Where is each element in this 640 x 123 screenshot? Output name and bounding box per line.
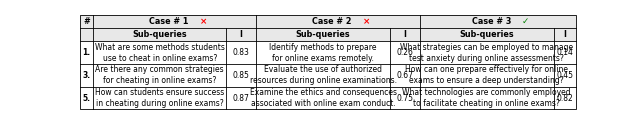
Text: 5.: 5. [83, 94, 91, 103]
Text: 0.85: 0.85 [233, 71, 250, 80]
Bar [80, 41, 576, 109]
Text: 3.: 3. [83, 71, 91, 80]
Text: Case # 2: Case # 2 [312, 17, 352, 26]
Text: 0.26: 0.26 [396, 48, 413, 57]
Text: 0.45: 0.45 [556, 71, 573, 80]
Text: 0.75: 0.75 [396, 94, 413, 103]
Text: 0.87: 0.87 [233, 94, 250, 103]
Text: 1.: 1. [83, 48, 91, 57]
Text: #: # [83, 17, 90, 26]
Bar [256, 15, 420, 29]
Bar [420, 15, 576, 29]
Text: How can one prepare effectively for online
exams to ensure a deep understanding?: How can one prepare effectively for onli… [405, 65, 568, 85]
Text: Evaluate the use of authorized
resources during online examinations.: Evaluate the use of authorized resources… [250, 65, 397, 85]
Text: ×: × [200, 17, 207, 26]
Text: 0.83: 0.83 [233, 48, 250, 57]
Text: I: I [403, 30, 406, 39]
Text: I: I [240, 30, 243, 39]
Text: Examine the ethics and consequences
associated with online exam conduct.: Examine the ethics and consequences asso… [250, 88, 397, 108]
Text: 0.67: 0.67 [396, 71, 413, 80]
Text: Identify methods to prepare
for online exams remotely.: Identify methods to prepare for online e… [269, 43, 377, 63]
Text: Are there any common strategies
for cheating in online exams?: Are there any common strategies for chea… [95, 65, 224, 85]
Text: What technologies are commonly employed
to facilitate cheating in online exams?: What technologies are commonly employed … [403, 88, 571, 108]
Text: 0.82: 0.82 [556, 94, 573, 103]
Text: 0.14: 0.14 [556, 48, 573, 57]
Text: ×: × [363, 17, 371, 26]
Text: Sub-queries: Sub-queries [132, 30, 187, 39]
Text: Case # 3: Case # 3 [472, 17, 511, 26]
Text: Sub-queries: Sub-queries [460, 30, 514, 39]
Text: What are some methods students
use to cheat in online exams?: What are some methods students use to ch… [95, 43, 225, 63]
Bar [80, 15, 256, 29]
Text: I: I [563, 30, 566, 39]
Text: Sub-queries: Sub-queries [296, 30, 350, 39]
Text: What strategies can be employed to manage
test anxiety during online assessments: What strategies can be employed to manag… [400, 43, 573, 63]
Text: ✓: ✓ [522, 17, 529, 26]
Bar [80, 29, 576, 41]
Text: How can students ensure success
in cheating during online exams?: How can students ensure success in cheat… [95, 88, 225, 108]
Text: Case # 1: Case # 1 [149, 17, 188, 26]
